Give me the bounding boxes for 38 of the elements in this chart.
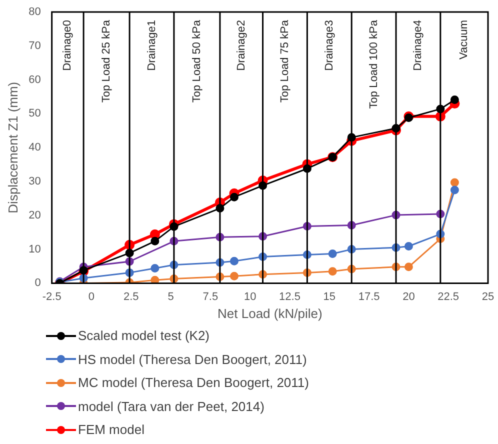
annotation: Vacuum [458,20,470,60]
annotation: Drainage1 [146,20,158,71]
y-tick-label: 0 [34,277,41,290]
x-tick-label: 25 [482,290,494,303]
annotation: Top Load 75 kPa [279,19,292,103]
x-tick-label: -2.5 [42,290,62,303]
x-tick-label: 17.5 [358,290,380,303]
y-axis-title: Displacement Z1 (mm) [5,82,20,214]
x-tick-label: 7.5 [202,290,218,303]
y-tick-label: 60 [28,74,41,86]
annotation: Top Load 100 kPa [368,19,380,109]
y-tick-label: 50 [28,108,41,120]
x-tick-label: 2.5 [123,290,139,303]
legend-label: FEM model [78,422,144,438]
legend-label: MC model (Theresa Den Boogert, 2011) [78,375,309,390]
x-tick-label: 15 [323,290,336,303]
y-tick-label: 20 [28,209,41,222]
x-axis-title: Net Load (kN/pile) [218,306,322,321]
y-tick-label: 10 [28,243,41,256]
annotation: Drainage4 [412,20,424,71]
annotation: Top Load 50 kPa [190,19,203,103]
x-tick-label: 20 [402,290,415,303]
x-tick-label: 10 [244,290,256,303]
annotation: Drainage3 [323,20,336,71]
annotation: Top Load 25 kPa [100,19,113,103]
x-tick-label: 22.5 [438,290,460,303]
y-tick-label: 40 [28,142,41,154]
y-tick-label: 30 [28,176,41,188]
x-tick-label: 5 [168,290,174,303]
legend-label: model (Tara van der Peet, 2014) [78,398,264,414]
annotation: Drainage2 [235,20,248,71]
y-tick-label: 80 [28,6,41,18]
legend-label: Scaled model test (K2) [78,328,210,344]
x-tick-label: 0 [88,290,95,303]
legend-label: HS model (Theresa Den Boogert, 2011) [78,352,307,367]
x-tick-label: 12.5 [279,290,300,303]
y-tick-label: 70 [28,40,41,52]
annotation: Drainage0 [62,20,74,71]
